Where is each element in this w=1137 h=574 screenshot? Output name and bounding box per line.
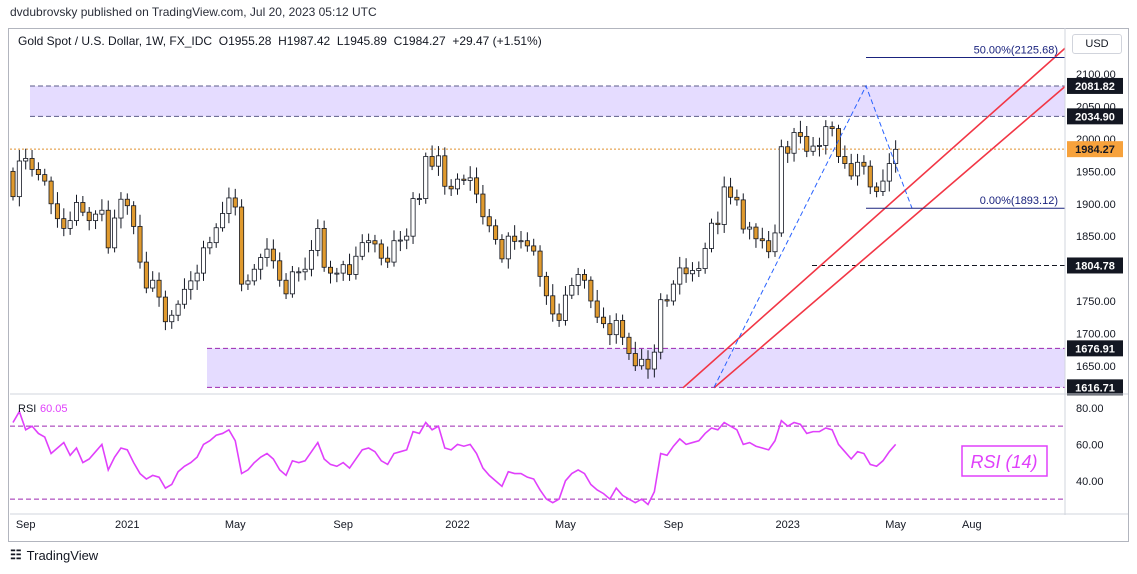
symbol-name: Gold Spot / U.S. Dollar, 1W, FX_IDC bbox=[18, 34, 213, 48]
tradingview-logo-icon: ☷ bbox=[10, 547, 22, 562]
currency-button[interactable]: USD bbox=[1072, 34, 1122, 54]
ohlc-high: H1987.42 bbox=[278, 34, 331, 48]
ohlc-close: C1984.27 bbox=[393, 34, 446, 48]
footer: ☷ TradingView bbox=[10, 547, 98, 563]
ohlc-open: O1955.28 bbox=[218, 34, 272, 48]
brand-label: TradingView bbox=[26, 547, 99, 563]
price-change: +29.47 (+1.51%) bbox=[452, 34, 542, 48]
ohlc-low: L1945.89 bbox=[336, 34, 387, 48]
symbol-legend: Gold Spot / U.S. Dollar, 1W, FX_IDC O195… bbox=[18, 34, 542, 48]
publisher-line: dvdubrovsky published on TradingView.com… bbox=[10, 5, 377, 19]
chart-frame bbox=[8, 28, 1129, 542]
